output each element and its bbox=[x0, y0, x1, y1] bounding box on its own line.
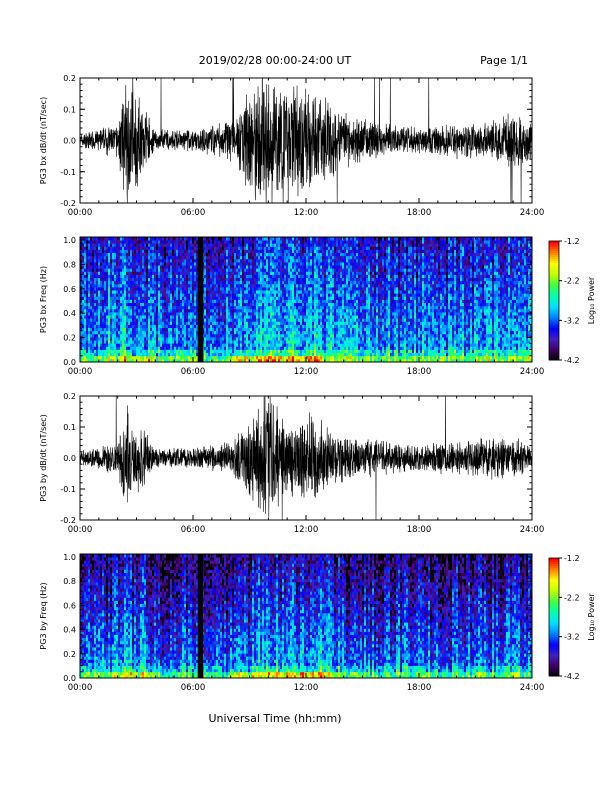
y-tick-label: 1.0 bbox=[63, 236, 76, 245]
colorbar-tick-label: -3.2 bbox=[564, 316, 580, 325]
x-tick-label: 24:00 bbox=[520, 208, 545, 218]
y-tick-label: 0.0 bbox=[63, 674, 76, 683]
colorbar-tick-label: -1.2 bbox=[564, 237, 580, 246]
spectrogram-cells bbox=[80, 237, 532, 362]
colorbar-label: Log₁₀ Power bbox=[587, 276, 596, 324]
x-tick-label: 18:00 bbox=[407, 208, 432, 218]
colorbar-tick-label: -4.2 bbox=[564, 672, 580, 681]
colorbar-tick-label: -1.2 bbox=[564, 554, 580, 563]
x-tick-label: 24:00 bbox=[520, 525, 545, 535]
y-tick-label: -0.2 bbox=[60, 199, 76, 208]
page-number: Page 1/1 bbox=[480, 54, 528, 67]
x-tick-label: 06:00 bbox=[181, 367, 206, 377]
x-tick-label: 24:00 bbox=[520, 683, 545, 693]
spectrogram-cells bbox=[80, 554, 532, 678]
y-tick-label: 0.2 bbox=[63, 392, 76, 401]
data-gap-band bbox=[198, 554, 204, 678]
x-tick-label: 12:00 bbox=[294, 208, 319, 218]
x-tick-label: 18:00 bbox=[407, 683, 432, 693]
colorbar-tick-label: -2.2 bbox=[564, 593, 580, 602]
y-axis-label: PG3 bx Freq (Hz) bbox=[39, 266, 48, 333]
x-tick-label: 00:00 bbox=[68, 208, 93, 218]
y-axis-label: PG3 bx dB/dt (nT/sec) bbox=[39, 97, 48, 184]
spectrogram-bx-panel: 00:00 06:00 12:00 18:00 24:00 1.0 0.8 0.6 0.4 0.2… bbox=[39, 236, 544, 377]
x-tick-label: 00:00 bbox=[68, 683, 93, 693]
x-tick-label: 12:00 bbox=[294, 525, 319, 535]
y-tick-label: 0.2 bbox=[63, 334, 76, 343]
y-tick-label: 0.0 bbox=[63, 454, 76, 463]
colorbar-top: -1.2 -2.2 -3.2 -4.2 Log₁₀ Power bbox=[549, 237, 596, 365]
colorbar-tick-label: -4.2 bbox=[564, 356, 580, 365]
waveform-trace bbox=[80, 78, 532, 203]
y-tick-label: 0.8 bbox=[63, 577, 76, 586]
spectrogram-by-panel: 00:00 06:00 12:00 18:00 24:00 1.0 0.8 0.6 0.4 0.2… bbox=[39, 553, 544, 693]
colorbar-bottom: -1.2 -2.2 -3.2 -4.2 Log₁₀ Power bbox=[549, 554, 596, 681]
y-tick-label: 0.4 bbox=[63, 309, 76, 318]
y-axis-label: PG3 by dB/dt (nT/sec) bbox=[39, 414, 48, 501]
data-gap-band bbox=[198, 237, 204, 362]
x-tick-label: 06:00 bbox=[181, 208, 206, 218]
y-tick-label: 0.2 bbox=[63, 650, 76, 659]
x-tick-label: 00:00 bbox=[68, 367, 93, 377]
x-tick-label: 06:00 bbox=[181, 683, 206, 693]
y-tick-label: 0.8 bbox=[63, 260, 76, 269]
y-tick-label: 1.0 bbox=[63, 553, 76, 562]
x-tick-label: 12:00 bbox=[294, 367, 319, 377]
x-tick-label: 24:00 bbox=[520, 367, 545, 377]
y-tick-label: -0.2 bbox=[60, 516, 76, 525]
waveform-trace bbox=[80, 396, 532, 520]
y-tick-label: 0.6 bbox=[63, 601, 76, 610]
y-tick-label: 0.6 bbox=[63, 285, 76, 294]
x-tick-label: 18:00 bbox=[407, 367, 432, 377]
colorbar-tick-label: -3.2 bbox=[564, 633, 580, 642]
x-tick-label: 12:00 bbox=[294, 683, 319, 693]
y-tick-label: 0.4 bbox=[63, 626, 76, 635]
y-axis-label: PG3 by Freq (Hz) bbox=[39, 582, 48, 649]
y-tick-label: 0.0 bbox=[63, 137, 76, 146]
y-tick-label: 0.1 bbox=[63, 105, 76, 114]
y-tick-label: 0.2 bbox=[63, 74, 76, 83]
x-tick-label: 06:00 bbox=[181, 525, 206, 535]
y-tick-label: -0.1 bbox=[60, 168, 76, 177]
x-tick-label: 18:00 bbox=[407, 525, 432, 535]
waveform-bx-panel: 00:00 06:00 12:00 18:00 24:00 0.2 0.1 0.0 -0.1 -0… bbox=[39, 74, 544, 218]
y-tick-label: 0.0 bbox=[63, 358, 76, 367]
colorbar-tick-label: -2.2 bbox=[564, 277, 580, 286]
y-tick-label: -0.1 bbox=[60, 485, 76, 494]
x-axis-title: Universal Time (hh:mm) bbox=[209, 712, 342, 725]
y-tick-label: 0.1 bbox=[63, 423, 76, 432]
page-title: 2019/02/28 00:00-24:00 UT bbox=[199, 54, 352, 67]
waveform-by-panel: 00:00 06:00 12:00 18:00 24:00 0.2 0.1 0.0 -0.1 -0… bbox=[39, 392, 544, 535]
x-tick-label: 00:00 bbox=[68, 525, 93, 535]
colorbar-label: Log₁₀ Power bbox=[587, 593, 596, 641]
